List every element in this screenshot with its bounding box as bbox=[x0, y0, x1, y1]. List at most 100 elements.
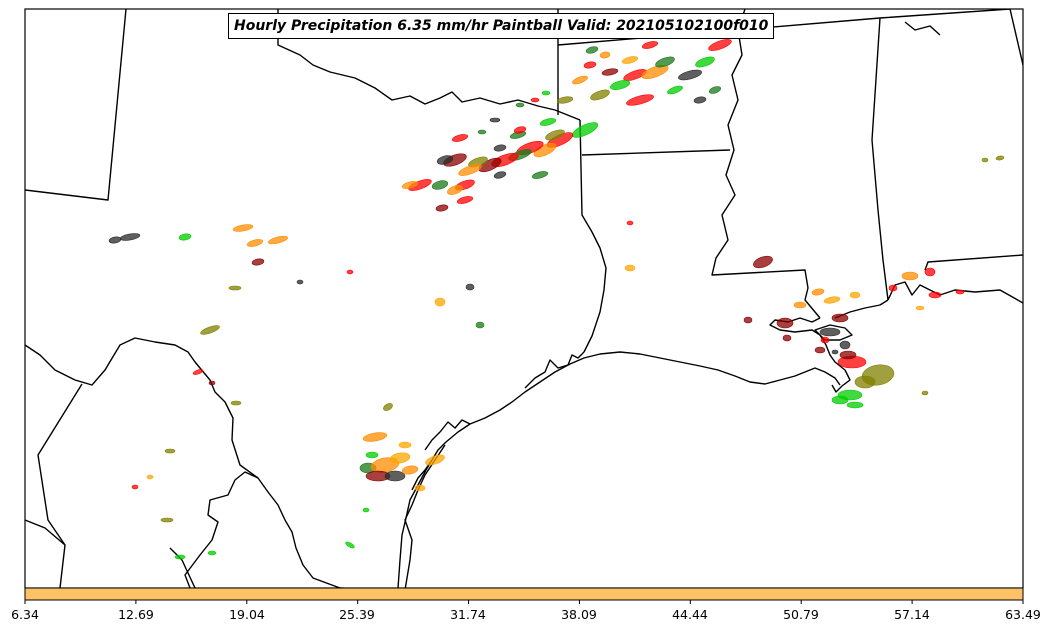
oklahoma-red-river bbox=[277, 9, 581, 121]
paintball-blob bbox=[108, 236, 122, 244]
paintball-blob bbox=[207, 550, 217, 556]
paintball-blob bbox=[814, 346, 826, 354]
paintball-blob bbox=[401, 181, 419, 189]
paintball-blob bbox=[131, 484, 139, 490]
paintball-blob bbox=[793, 301, 807, 309]
paintball-blob bbox=[708, 39, 732, 51]
paintball-blob bbox=[228, 285, 242, 291]
paintball-blob bbox=[621, 56, 639, 64]
paintball-blob bbox=[493, 171, 507, 179]
paintball-blob bbox=[434, 297, 446, 307]
paintball-blob bbox=[296, 279, 304, 285]
paintball-blob bbox=[819, 327, 841, 337]
paintball-blob bbox=[362, 507, 370, 513]
paintball-blob bbox=[541, 90, 551, 96]
paintball-blob bbox=[230, 400, 242, 406]
paintball-blob bbox=[425, 454, 445, 466]
state-line-al-ga bbox=[1009, 9, 1023, 66]
paintball-blob bbox=[572, 75, 588, 85]
mexico-state-line-1 bbox=[37, 383, 83, 588]
paintball-blob bbox=[641, 41, 659, 49]
colorbar-tick-label: 63.49 bbox=[1005, 607, 1041, 622]
colorbar-tick-label: 50.79 bbox=[783, 607, 819, 622]
paintball-blob bbox=[915, 305, 925, 311]
map-background bbox=[25, 9, 1023, 588]
paintball-blob bbox=[924, 267, 936, 277]
paintball-blob bbox=[458, 164, 482, 176]
colorbar-tick-label: 38.09 bbox=[561, 607, 597, 622]
paintball-blob bbox=[839, 350, 857, 360]
paintball-blob bbox=[641, 64, 669, 80]
paintball-blob bbox=[246, 239, 264, 247]
paintball-blob bbox=[414, 484, 426, 492]
galveston-bay bbox=[524, 351, 585, 389]
paintball-blob bbox=[820, 336, 830, 344]
paintball-blob bbox=[456, 196, 474, 204]
colorbar bbox=[24, 587, 1024, 601]
paintball-blob bbox=[436, 155, 454, 165]
state-line-tx-la bbox=[579, 119, 607, 353]
paintball-blob bbox=[475, 321, 485, 329]
paintball-blob bbox=[389, 452, 411, 464]
paintball-blob bbox=[435, 204, 449, 212]
paintball-blob bbox=[678, 69, 702, 81]
paintball-blob bbox=[478, 157, 502, 173]
state-line-ar-la bbox=[581, 149, 731, 156]
paintball-blob bbox=[846, 401, 864, 409]
paintball-blob bbox=[447, 185, 463, 195]
colorbar-ticks bbox=[24, 600, 1024, 604]
colorbar-tick-label: 31.74 bbox=[450, 607, 486, 622]
paintball-blob bbox=[431, 180, 449, 190]
paintball-blob bbox=[753, 255, 773, 269]
paintball-blob bbox=[831, 395, 849, 405]
paintball-blob bbox=[160, 517, 174, 523]
paintball-blob bbox=[782, 334, 792, 342]
paintball-blob bbox=[345, 541, 355, 549]
tennessee-river bbox=[904, 21, 941, 36]
paintball-blob bbox=[383, 403, 393, 411]
paintball-blob bbox=[667, 85, 683, 95]
map-title: Hourly Precipitation 6.35 mm/hr Paintbal… bbox=[228, 13, 775, 39]
paintball-blob bbox=[545, 129, 565, 141]
colorbar-tick-label: 25.39 bbox=[339, 607, 375, 622]
paintball-blob bbox=[515, 102, 525, 108]
paintball-blob bbox=[583, 61, 597, 69]
paintball-blob bbox=[995, 155, 1005, 161]
colorbar-tick-label: 12.69 bbox=[118, 607, 154, 622]
paintball-blob bbox=[831, 313, 849, 323]
paintball-blob bbox=[928, 291, 942, 299]
paintball-blob bbox=[921, 390, 929, 396]
paintball-blob bbox=[146, 474, 154, 480]
paintball-blob bbox=[346, 269, 354, 275]
paintball-blob bbox=[268, 235, 288, 245]
paintball-blob bbox=[232, 224, 254, 232]
paintball-blob bbox=[695, 56, 715, 68]
rio-grande bbox=[25, 337, 354, 588]
paintball-blob bbox=[174, 554, 186, 560]
paintball-blob bbox=[465, 283, 475, 291]
paintball-blob bbox=[693, 96, 707, 104]
boundaries bbox=[25, 9, 1023, 588]
state-line-al-fl bbox=[924, 254, 1023, 271]
paintball-blob bbox=[401, 465, 419, 475]
paintball-blob bbox=[823, 296, 841, 304]
paintball-blob bbox=[398, 441, 412, 449]
paintball-blob bbox=[854, 375, 876, 389]
paintball-blob bbox=[901, 271, 919, 281]
paintball-blob bbox=[164, 448, 176, 454]
paintball-blob bbox=[192, 369, 204, 375]
paintball-blob bbox=[208, 380, 216, 386]
paintball-blob bbox=[408, 179, 432, 191]
louisiana-coast bbox=[834, 299, 889, 319]
paintball-blob bbox=[626, 220, 634, 226]
paintball-blob bbox=[251, 258, 265, 266]
mexico-state-line-3 bbox=[184, 471, 259, 588]
paintball-members bbox=[108, 39, 1005, 560]
paintball-blob bbox=[626, 94, 654, 106]
paintball-blob bbox=[776, 317, 794, 329]
paintball-blob bbox=[839, 340, 851, 350]
paintball-blob bbox=[489, 117, 501, 123]
mexico-state-line-4 bbox=[169, 547, 196, 588]
